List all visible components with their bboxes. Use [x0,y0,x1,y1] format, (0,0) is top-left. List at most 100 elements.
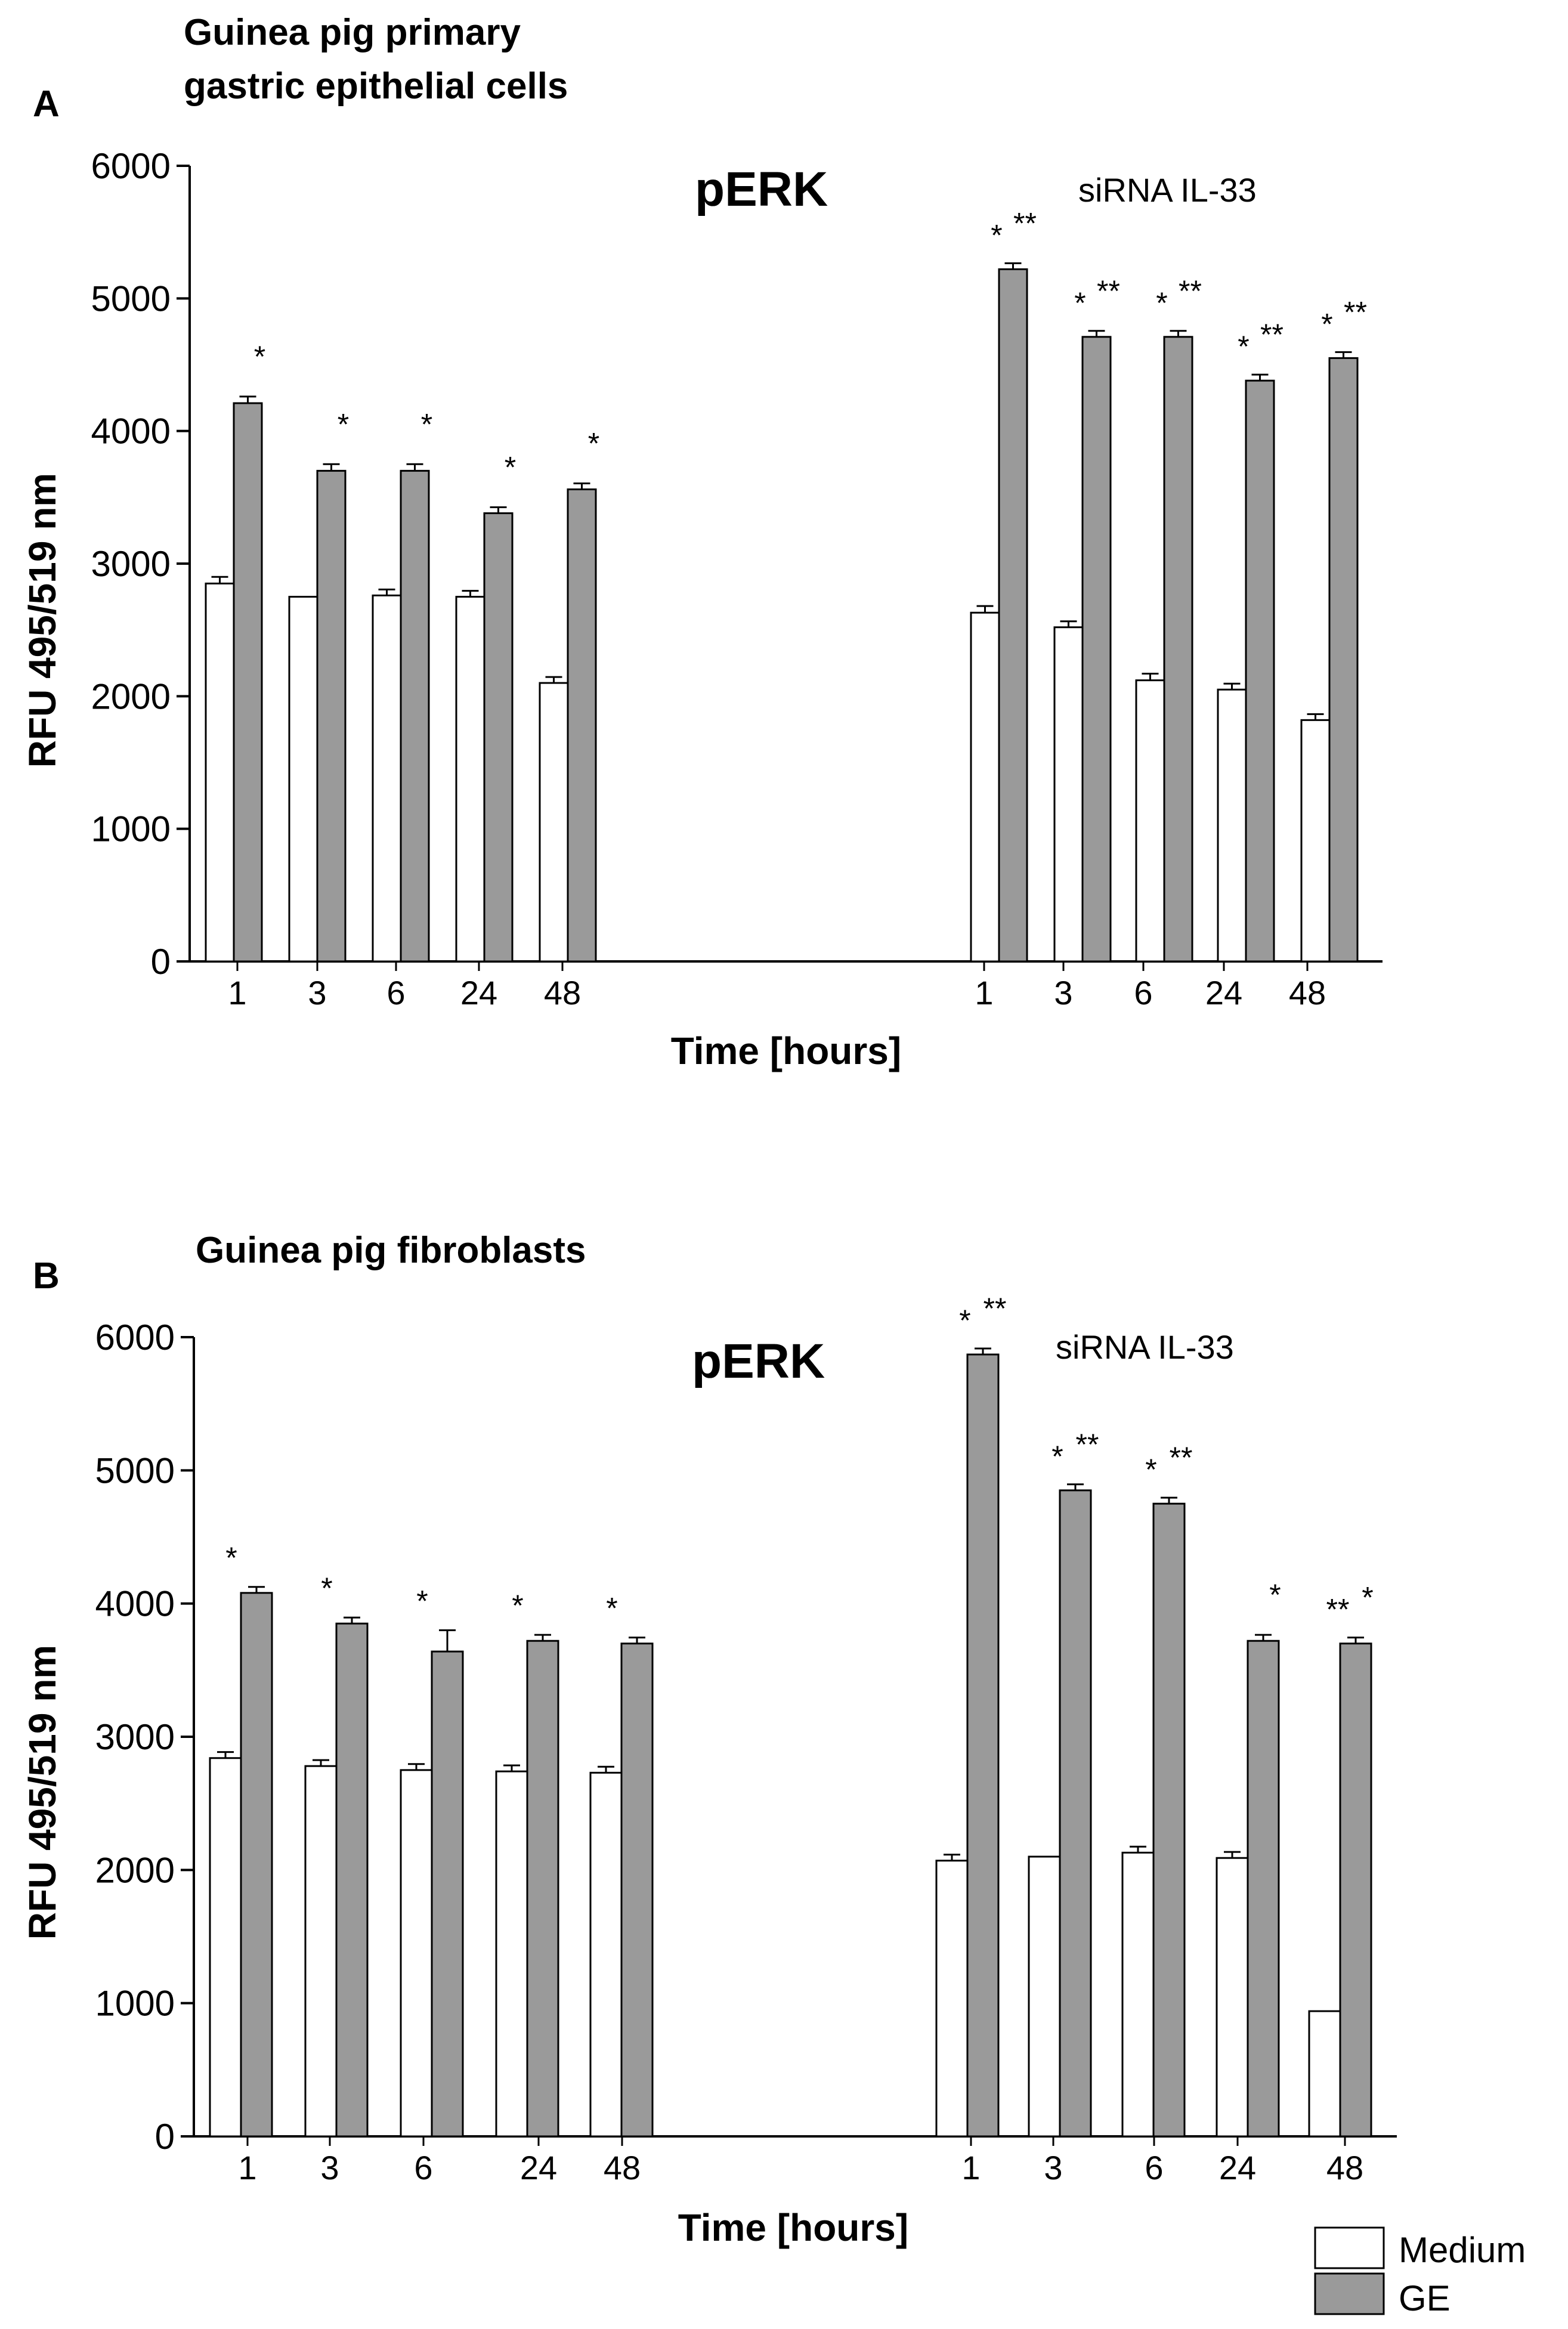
legend-label-medium: Medium [1399,2230,1526,2270]
panel-b-bar-ge [1152,1502,1186,2138]
panel-b-bar-medium [304,1765,338,2138]
panel-b-annotation: pERK [692,1334,825,1388]
panel-a-bar-medium [539,682,569,963]
panel-a-significance-star: * [505,451,516,484]
panel-a-x-tick-label: 3 [308,974,326,1012]
panel-a-bar-ge [316,469,347,963]
panel-a-significance-star: * [991,218,1002,252]
panel-b-significance-star: * [321,1572,332,1605]
panel-b-significance-star: * [1145,1453,1156,1486]
panel-a-letter: A [33,83,60,125]
panel-a-significance-star: * [254,340,265,373]
panel-b-significance-star: ** [1326,1593,1350,1626]
panel-a-bar-ge [1081,336,1112,963]
panel-b-x-tick-label: 48 [604,2149,641,2186]
panel-b-bar-ge [966,1353,1000,2138]
legend-label-ge: GE [1399,2278,1451,2318]
panel-b-y-axis-label: RFU 495/519 nm [21,1645,64,1940]
panel-b-x-tick-label: 24 [1219,2149,1256,2186]
panel-a-bar-medium [1300,719,1331,963]
panel-b-significance-star: * [225,1541,237,1575]
panel-a-significance-star: ** [1097,274,1120,308]
panel-b-group-label: siRNA IL-33 [1056,1328,1234,1366]
panel-a-significance-star: * [338,407,349,441]
panel-a-x-tick-label: 48 [1289,974,1326,1012]
panel-b-bar-ge [526,1640,559,2138]
panel-b-bar-medium [1308,2010,1341,2138]
panel-a-y-tick-label: 2000 [91,676,171,716]
panel-b-bar-medium [1121,1851,1155,2138]
panel-b-bar-medium [935,1860,969,2138]
panel-a-bar-ge [998,268,1028,963]
panel-a-y-tick-label: 1000 [91,809,171,849]
panel-b-y-tick-label: 6000 [95,1317,175,1357]
panel-b-bar-medium [1028,1855,1061,2138]
panel-a-y-tick-label: 6000 [91,146,171,186]
panel-b-significance-star: ** [1076,1428,1099,1461]
panel-a-x-axis-label: Time [hours] [671,1029,901,1072]
panel-a-x-tick-label: 6 [1134,974,1152,1012]
panel-a-bar-medium [205,582,235,963]
panel-b-x-axis-label: Time [hours] [678,2206,908,2249]
panel-a-significance-star: ** [1260,318,1284,351]
panel-a-x-tick-label: 1 [975,974,993,1012]
panel-a-x-tick-label: 3 [1054,974,1072,1012]
panel-a-significance-star: * [1238,330,1249,363]
panel-b-y-tick-label: 3000 [95,1717,175,1757]
panel-b-significance-star: * [959,1304,970,1337]
panel-b-x-tick-label: 3 [320,2149,339,2186]
panel-b-y-tick-label: 2000 [95,1850,175,1890]
panel-b-bar-ge [1059,1489,1092,2138]
panel-b-y-tick-label: 1000 [95,1984,175,2024]
panel-b-x-tick-label: 3 [1044,2149,1062,2186]
panel-b-bar-medium [400,1769,433,2138]
panel-b-letter: B [33,1255,60,1297]
panel-b-bar-medium [495,1770,528,2138]
legend-swatch-ge [1314,2272,1385,2315]
panel-a-significance-star: * [1074,286,1085,320]
panel-b-x-tick-label: 48 [1326,2149,1363,2186]
panel-b-bar-ge [1247,1640,1280,2138]
panel-a-y-tick-label: 3000 [91,544,171,584]
panel-a-significance-star: * [421,407,432,441]
panel-a-bar-ge [567,488,597,963]
panel-a-x-tick-label: 24 [460,974,497,1012]
panel-a-significance-star: ** [1013,206,1037,240]
panel-b-significance-star: ** [984,1292,1007,1325]
panel-a-bar-medium [970,611,1000,963]
panel-a-bar-ge [483,512,514,963]
panel-b-x-tick-label: 24 [520,2149,557,2186]
panel-a-y-axis-label: RFU 495/519 nm [21,473,64,768]
panel-b-significance-star: * [512,1589,523,1622]
panel-b-bar-medium [209,1757,242,2138]
panel-b-x-tick-label: 1 [238,2149,256,2186]
panel-a-y-tick-label: 4000 [91,412,171,451]
panel-a-annotation: pERK [695,162,828,216]
panel-b-significance-star: * [1269,1578,1281,1612]
panel-b-significance-star: ** [1170,1441,1193,1474]
panel-a-group-label: siRNA IL-33 [1078,171,1257,209]
panel-a-bar-medium [288,596,318,963]
panel-b-y-tick-label: 4000 [95,1584,175,1624]
panel-a-y-tick-label: 0 [151,942,171,982]
panel-b-y-tick-label: 0 [155,2117,175,2157]
panel-a-x-tick-label: 6 [386,974,405,1012]
panel-b-x-tick-label: 6 [414,2149,432,2186]
panel-b-x-tick-label: 1 [961,2149,980,2186]
panel-a-significance-star: * [588,426,599,460]
panel-a-bar-ge [1328,357,1359,963]
panel-a-bar-ge [1245,379,1275,963]
panel-a-x-tick-label: 1 [228,974,246,1012]
panel-a-x-tick-label: 48 [544,974,581,1012]
panel-a-significance-star: * [1156,286,1167,320]
panel-a-x-tick-label: 24 [1205,974,1242,1012]
panel-a-bar-medium [455,596,485,963]
panel-b-bar-ge [620,1643,654,2138]
panel-a-title-line-1: Guinea pig primary [184,12,521,53]
panel-b-bar-ge [431,1650,464,2138]
panel-b-bar-ge [1339,1643,1372,2138]
panel-a-title-line-2: gastric epithelial cells [184,66,568,107]
